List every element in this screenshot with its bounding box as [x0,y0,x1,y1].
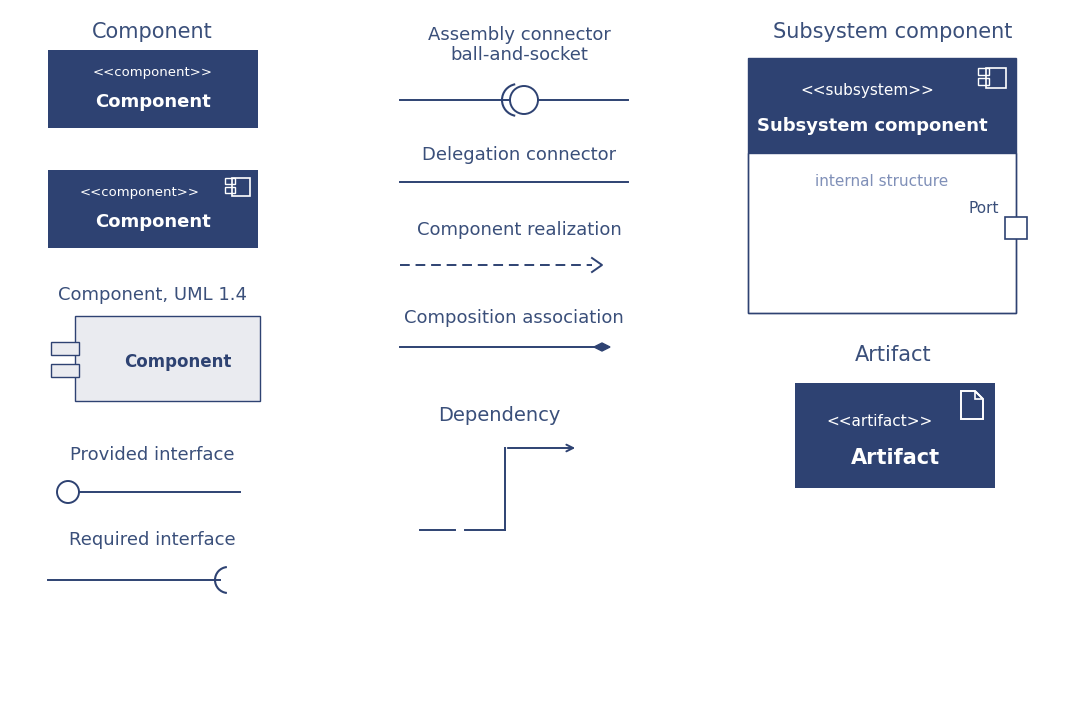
Bar [978,68,989,75]
Text: Subsystem component: Subsystem component [774,22,1012,42]
Text: Component, UML 1.4: Component, UML 1.4 [58,286,246,304]
Bar [225,187,235,193]
Text: Assembly connector: Assembly connector [428,26,611,44]
Bar [985,68,1006,88]
Text: internal structure: internal structure [815,173,949,189]
Text: Delegation connector: Delegation connector [422,146,616,164]
Bar [48,50,258,128]
Text: Component: Component [95,213,211,231]
Polygon shape [594,343,610,351]
Bar [748,58,1016,153]
Bar [748,153,1016,313]
Text: ball-and-socket: ball-and-socket [450,46,587,64]
Bar [232,178,250,196]
Text: <<component>>: <<component>> [80,186,200,199]
Text: Component realization: Component realization [416,221,622,239]
Text: Artifact: Artifact [851,448,939,468]
Bar [48,170,258,248]
Bar [51,363,79,376]
Text: <<artifact>>: <<artifact>> [827,413,933,428]
Text: Provided interface: Provided interface [70,446,234,464]
Text: Component: Component [92,22,212,42]
Text: Composition association: Composition association [404,309,624,327]
Text: <<component>>: <<component>> [93,65,213,78]
Bar [51,341,79,355]
Bar [978,78,989,85]
Bar [225,178,235,184]
Text: Subsystem component: Subsystem component [756,117,988,135]
Text: Component: Component [95,93,211,111]
Text: Dependency: Dependency [438,405,561,425]
Bar [748,58,1016,313]
Text: Component: Component [124,352,231,370]
Text: Artifact: Artifact [855,345,931,365]
Text: Port: Port [968,201,999,215]
Bar [75,316,260,401]
Text: <<subsystem>>: <<subsystem>> [800,83,934,97]
Text: Required interface: Required interface [68,531,235,549]
Bar [795,383,995,488]
Bar [1005,217,1027,239]
